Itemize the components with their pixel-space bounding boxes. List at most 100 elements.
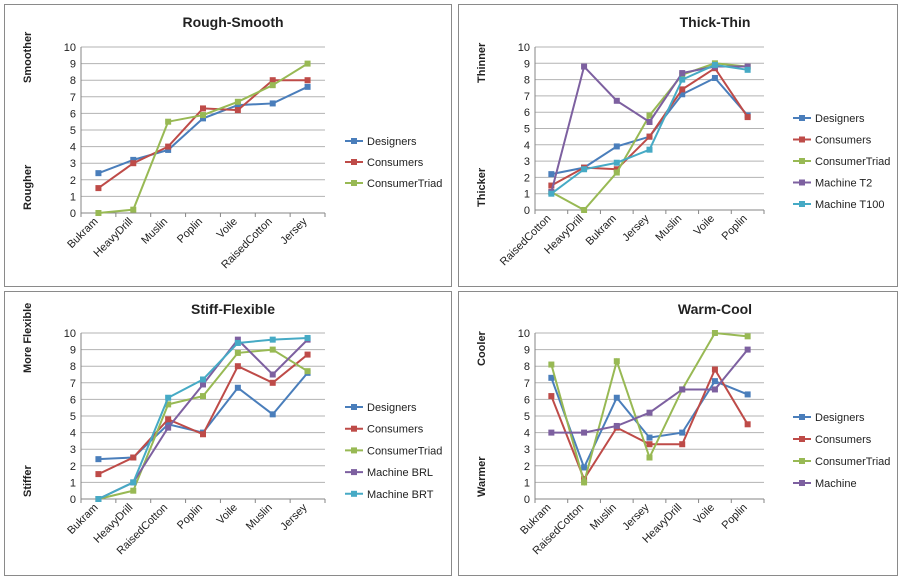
data-point bbox=[744, 66, 751, 73]
y-tick-label: 5 bbox=[70, 125, 76, 137]
data-point bbox=[646, 409, 653, 416]
data-point bbox=[679, 86, 686, 93]
legend-swatch-marker bbox=[799, 201, 805, 207]
y-tick-label: 9 bbox=[524, 58, 530, 70]
data-point bbox=[200, 112, 206, 119]
y-tick-label: 1 bbox=[70, 191, 76, 203]
data-point bbox=[711, 386, 718, 393]
data-point bbox=[130, 479, 137, 486]
chart-panel-rough-smooth: Rough-Smooth 0 1 2 3 4 5 6 7 8 9 10 Bukram HeavyDrill… bbox=[4, 4, 452, 287]
data-point bbox=[95, 496, 102, 502]
data-point bbox=[234, 349, 241, 356]
legend-swatch-marker bbox=[799, 136, 805, 143]
legend-label: ConsumerTriad bbox=[367, 445, 442, 457]
y-tick-label: 9 bbox=[70, 345, 76, 357]
data-point bbox=[679, 70, 686, 77]
data-point bbox=[679, 441, 686, 448]
y-tick-label: 7 bbox=[70, 92, 76, 104]
legend-swatch-marker bbox=[351, 490, 357, 497]
y-tick-label: 6 bbox=[70, 394, 76, 406]
legend-label: Designers bbox=[367, 136, 417, 148]
data-point bbox=[200, 393, 206, 400]
legend-label: ConsumerTriad bbox=[815, 156, 890, 168]
legend-label: Consumers bbox=[367, 424, 424, 436]
y-tick-label: 0 bbox=[524, 205, 530, 217]
data-point bbox=[646, 146, 653, 153]
x-tick-label: Muslin bbox=[244, 502, 275, 533]
data-point bbox=[165, 143, 172, 150]
data-point bbox=[165, 401, 172, 408]
data-point bbox=[744, 421, 751, 428]
data-point bbox=[581, 207, 588, 213]
data-point bbox=[234, 384, 241, 391]
x-tick-label: Jersey bbox=[620, 501, 652, 533]
y-tick-label: 8 bbox=[524, 361, 530, 373]
legend-swatch-marker bbox=[351, 404, 357, 410]
data-point bbox=[165, 118, 172, 125]
y-tick-label: 4 bbox=[70, 142, 76, 154]
series-line bbox=[550, 377, 749, 471]
y-tick-label: 7 bbox=[524, 378, 530, 390]
data-point bbox=[304, 77, 311, 84]
x-tick-label: Poplin bbox=[175, 216, 205, 246]
y-tick-label: 3 bbox=[70, 444, 76, 456]
data-point bbox=[269, 411, 276, 418]
series-line bbox=[97, 353, 309, 476]
data-point bbox=[679, 386, 686, 393]
legend-swatch-marker bbox=[351, 447, 357, 454]
y-tick-label: 4 bbox=[70, 428, 76, 440]
chart-panel-warm-cool: Warm-Cool 0 1 2 3 4 5 6 7 8 9 10 Bukram RaisedCotton M… bbox=[458, 291, 898, 576]
legend-label: ConsumerTriad bbox=[367, 178, 442, 190]
data-point bbox=[269, 346, 276, 353]
series-line bbox=[97, 336, 308, 500]
data-point bbox=[269, 371, 276, 378]
legend-swatch-marker bbox=[799, 458, 805, 464]
data-point bbox=[581, 464, 588, 471]
data-point bbox=[613, 422, 620, 429]
data-point bbox=[744, 63, 751, 70]
data-point bbox=[130, 454, 137, 461]
legend-label: Machine BRL bbox=[367, 467, 433, 479]
y-tick-label: 2 bbox=[524, 461, 530, 473]
y-tick-label: 5 bbox=[524, 124, 530, 136]
data-point bbox=[269, 100, 276, 107]
data-point bbox=[548, 361, 555, 368]
y-axis-label-top: Cooler bbox=[476, 330, 488, 366]
y-tick-label: 8 bbox=[70, 361, 76, 373]
legend-swatch-marker bbox=[351, 469, 357, 476]
x-tick-label: Jersey bbox=[620, 212, 652, 244]
series-line bbox=[551, 76, 749, 176]
series-line bbox=[550, 63, 748, 195]
data-point bbox=[95, 471, 102, 478]
x-tick-label: Bukram bbox=[65, 216, 100, 251]
legend-swatch-marker bbox=[351, 159, 357, 165]
data-point bbox=[95, 170, 102, 177]
data-point bbox=[200, 381, 206, 388]
chart-title: Stiff-Flexible bbox=[191, 301, 275, 317]
legend-label: Machine BRT bbox=[367, 489, 434, 501]
legend-label: Machine T100 bbox=[815, 199, 885, 211]
data-point bbox=[613, 358, 620, 365]
data-point bbox=[234, 98, 241, 105]
y-tick-label: 3 bbox=[524, 156, 530, 168]
data-point bbox=[613, 394, 620, 401]
data-point bbox=[744, 333, 751, 340]
data-point bbox=[581, 479, 588, 486]
y-axis-label-top: Smoother bbox=[22, 31, 34, 83]
y-tick-label: 6 bbox=[524, 107, 530, 119]
data-point bbox=[200, 105, 206, 112]
y-axis-label-bottom: Rougher bbox=[22, 164, 34, 210]
data-point bbox=[130, 487, 137, 494]
data-point bbox=[200, 431, 206, 438]
y-tick-label: 3 bbox=[524, 444, 530, 456]
data-point bbox=[165, 421, 172, 428]
legend-swatch-marker bbox=[799, 414, 805, 420]
y-tick-label: 2 bbox=[524, 172, 530, 184]
data-point bbox=[646, 434, 653, 441]
y-tick-label: 8 bbox=[70, 75, 76, 87]
x-tick-label: Bukram bbox=[584, 213, 619, 248]
y-axis-label-bottom: Warmer bbox=[476, 456, 488, 497]
data-point bbox=[581, 63, 588, 70]
data-point bbox=[581, 166, 588, 173]
